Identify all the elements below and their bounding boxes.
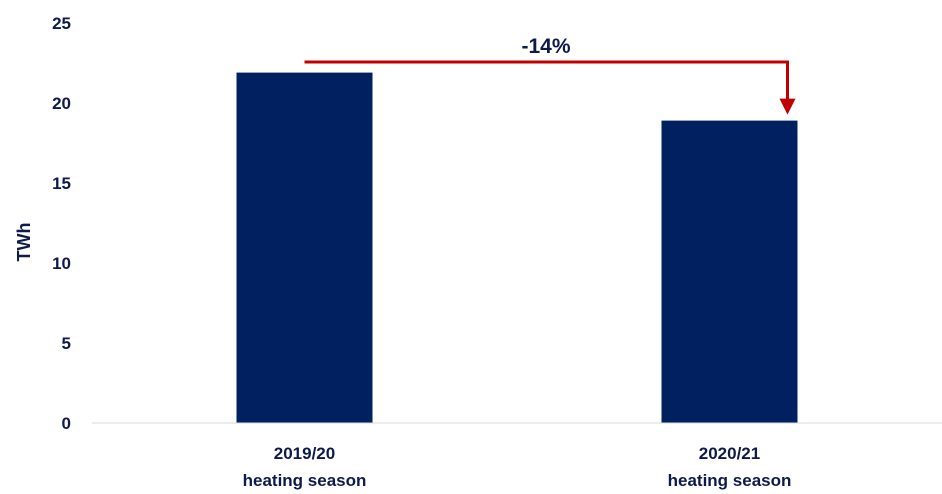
y-tick-label: 5 <box>62 334 71 353</box>
bar <box>661 120 798 423</box>
annotation-label: -14% <box>521 35 570 58</box>
bars <box>236 72 798 423</box>
bar <box>236 72 373 423</box>
change-annotation: -14% <box>304 35 796 115</box>
y-tick-label: 25 <box>52 14 71 33</box>
annotation-arrow-line <box>304 60 789 101</box>
x-tick-label: 2019/20 heating season <box>243 444 367 490</box>
arrow-down-icon <box>779 98 796 115</box>
x-axis-labels: 2019/20 heating season 2020/21 heating seas… <box>243 444 792 490</box>
y-tick-label: 10 <box>52 254 71 273</box>
y-axis-title: TWh <box>14 223 34 262</box>
y-tick-label: 20 <box>52 94 71 113</box>
x-tick-label: 2020/21 heating season <box>668 444 792 490</box>
y-axis-ticks: 0 5 10 15 20 25 <box>52 14 71 433</box>
y-tick-label: 0 <box>62 414 71 433</box>
y-tick-label: 15 <box>52 174 71 193</box>
